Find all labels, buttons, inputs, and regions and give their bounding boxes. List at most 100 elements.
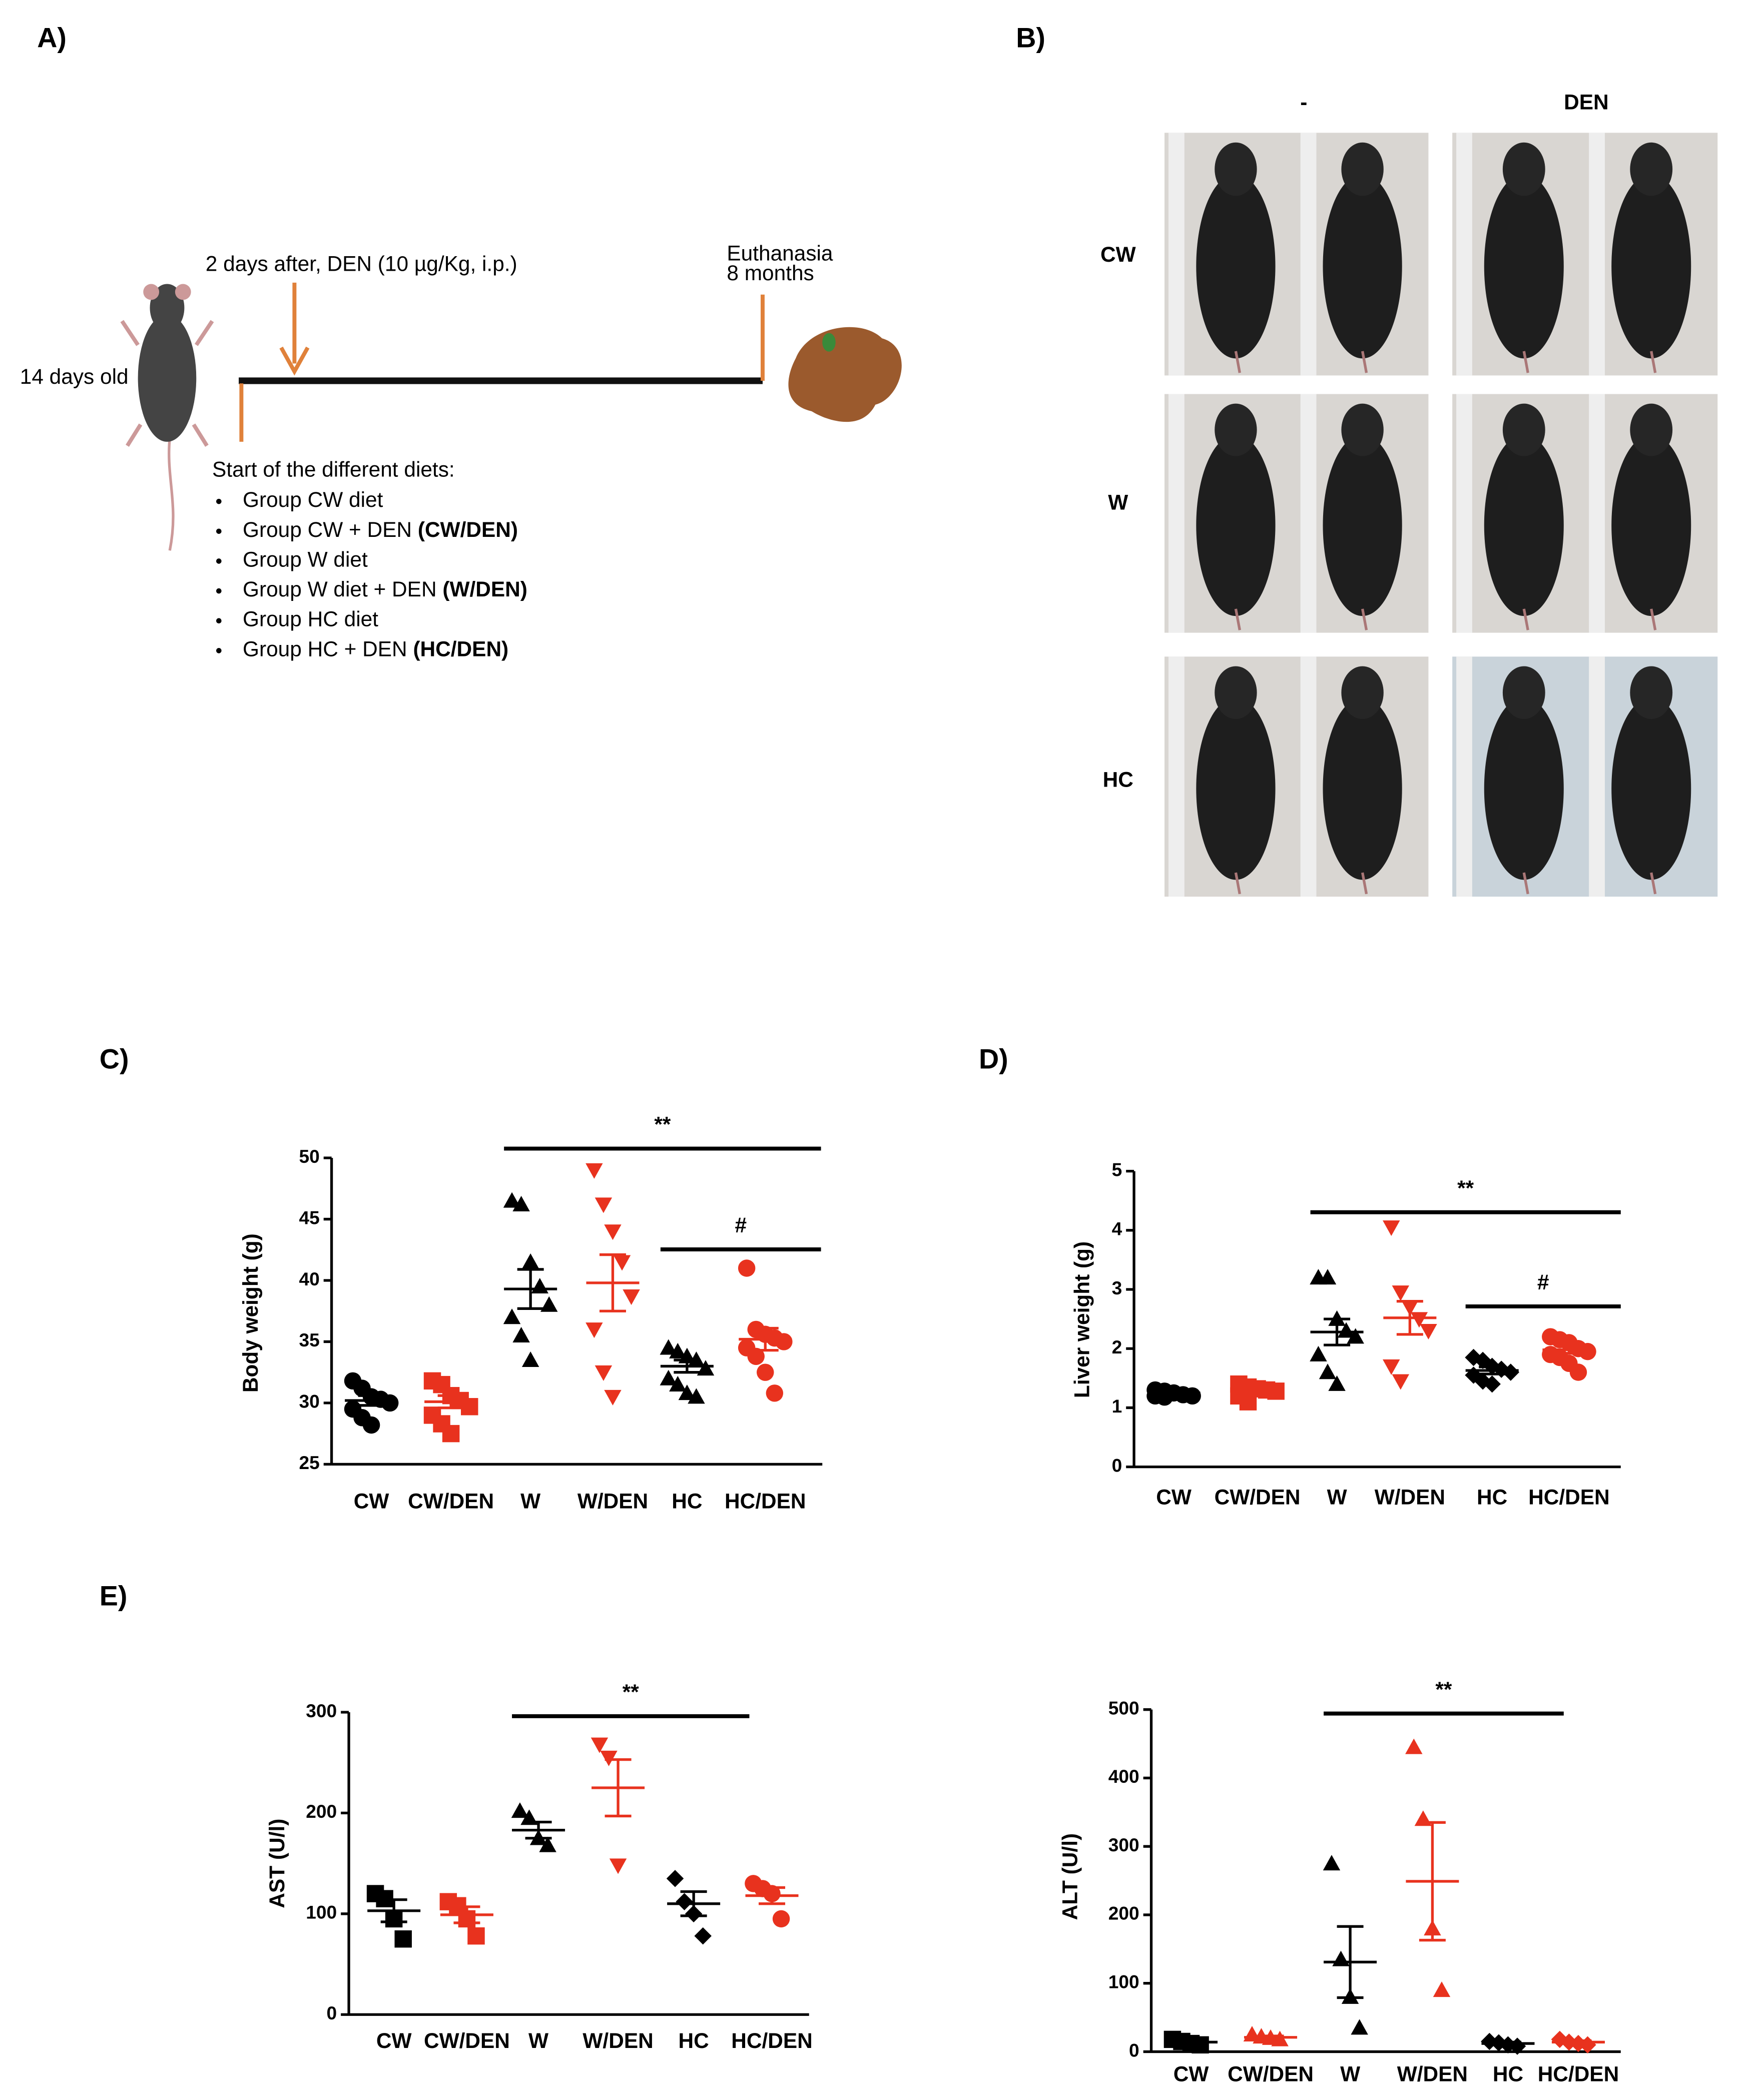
point [669,1342,687,1358]
tail [1361,351,1368,373]
point [1337,1322,1355,1338]
error-bar [1244,1386,1271,1394]
ruler [1456,394,1472,633]
x-tick-label: HC [1477,1485,1507,1509]
point [604,1224,622,1240]
injection-label: 2 days after, DEN (10 µg/Kg, i.p.) [206,252,517,276]
y-tick-label: 100 [1108,1971,1139,1992]
group-item: Group HC + DEN (HC/DEN) [243,637,508,661]
error-bar [1565,2039,1592,2045]
row-label: W [1108,491,1128,514]
point [1310,1345,1327,1361]
error-bar [599,1253,626,1312]
row-label: HC [1103,768,1133,792]
ruler [1456,133,1472,376]
point [1569,1363,1587,1381]
error-bar [525,1820,552,1840]
tail [1234,351,1241,373]
y-tick-label: 45 [299,1207,319,1228]
point [660,1339,678,1355]
y-tick-label: 0 [327,2002,337,2023]
y-axis-label: AST (U/l) [265,1819,289,1908]
point [512,1326,530,1342]
y-tick-label: 2 [1112,1336,1122,1357]
significance-label: ** [654,1113,671,1136]
error-bar [380,1898,407,1923]
point [613,1255,631,1271]
point [766,1384,784,1402]
x-tick-label: HC [672,1489,702,1513]
point [1481,2032,1498,2050]
group-text: Group W diet [243,548,368,571]
mouse-head [1215,142,1257,196]
tail [1650,872,1657,895]
x-tick-label: CW/DEN [1228,2062,1314,2085]
panel-label: D) [979,1043,1008,1074]
group-item: Group CW diet [243,488,383,511]
point [1392,1285,1410,1301]
bullet [216,528,222,534]
error-bar [605,1758,632,1818]
point [591,1737,609,1753]
point [666,1870,684,1887]
y-tick-label: 300 [1108,1834,1139,1855]
bullet [216,618,222,624]
ruler [1300,133,1317,376]
y-tick-label: 5 [1112,1159,1122,1180]
age-label: 14 days old [20,365,129,388]
error-bar [1337,1925,1364,1999]
error-bar [453,1905,480,1924]
x-tick-label: CW [376,2029,412,2052]
error-bar [517,1268,544,1310]
panel-label: E) [100,1581,128,1612]
photo [1452,656,1718,897]
point [1328,1375,1346,1391]
group-text: Group W diet + DEN [243,577,442,601]
point [442,1425,460,1443]
y-tick-label: 50 [299,1146,319,1167]
point [1319,1363,1337,1379]
error-bar [1257,2034,1284,2040]
x-tick-label: CW/DEN [408,1489,494,1513]
point [521,1351,539,1367]
point [1433,1981,1451,1997]
mouse-head [1341,666,1384,719]
point [394,1930,412,1948]
tail [1361,608,1368,630]
point [595,1197,613,1213]
mouse-head [1341,142,1384,196]
y-tick-label: 35 [299,1329,319,1350]
chart: ALT (U/l) 0 100 200 300 400 500 CW CW/DEN W W/DEN H… [1058,1678,1621,2085]
point [512,1195,530,1211]
point [540,1296,558,1312]
end-label: Euthanasia [727,241,833,265]
y-tick-label: 1 [1112,1396,1122,1417]
point [1410,1312,1428,1328]
ruler [1300,656,1317,897]
y-tick-label: 200 [1108,1903,1139,1924]
tail [1522,872,1529,895]
ruler [1589,656,1605,897]
point [362,1416,380,1434]
y-tick-label: 500 [1108,1697,1139,1718]
point [1323,1855,1341,1871]
chart: E) AST (U/l) 0 100 200 300 CW CW/DEN W W/DEN HC HC/… [100,1581,813,2052]
mouse [1323,174,1402,359]
ruler [1168,394,1185,633]
tail [1650,351,1657,373]
point [503,1308,521,1324]
error-bar [759,1886,786,1905]
bullet [216,588,222,594]
point [669,1375,687,1391]
point [772,1910,790,1928]
ruler [1589,394,1605,633]
group-text: Group CW diet [243,488,383,511]
mouse-head [1502,666,1545,719]
panel-label: A) [37,23,67,54]
group-item: Group HC diet [243,607,378,631]
y-tick-label: 0 [1129,2039,1139,2060]
ruler [1589,133,1605,376]
mouse-head [1630,142,1673,196]
